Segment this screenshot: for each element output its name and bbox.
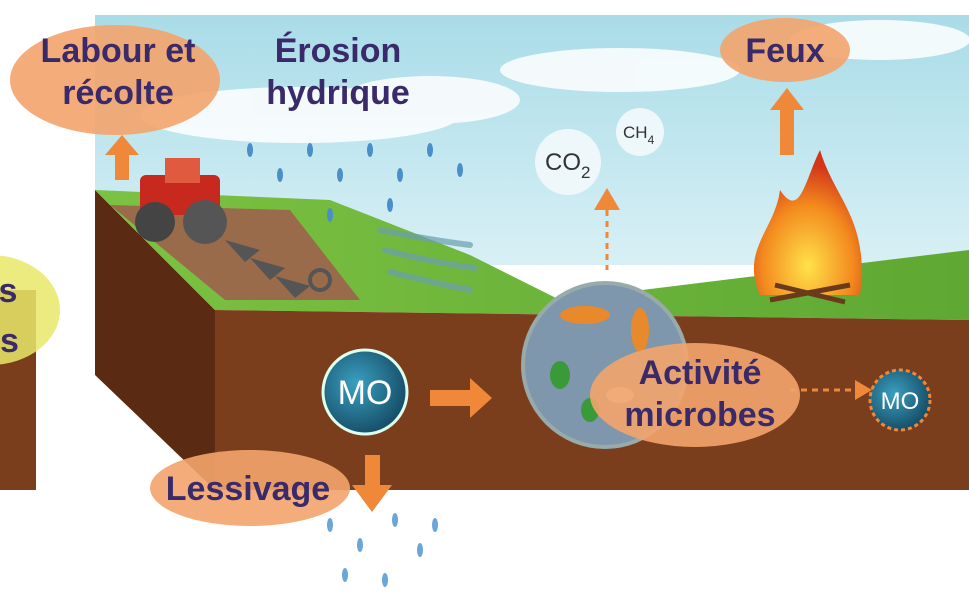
- gas-base: CO: [545, 149, 581, 176]
- erosion-label: Érosion: [275, 32, 402, 70]
- gas-sub: 4: [648, 133, 655, 147]
- leach-drops: [327, 513, 438, 587]
- cut-label: es: [0, 322, 19, 360]
- cut-label: s: [0, 272, 17, 310]
- tillage-label: récolte: [62, 74, 174, 112]
- tillage-label: Labour et: [41, 32, 196, 70]
- mo-label: MO: [338, 374, 393, 412]
- leaching-label: Lessivage: [166, 470, 330, 508]
- mo-out-label: MO: [881, 388, 920, 415]
- gas-base: CH: [623, 123, 648, 142]
- fire-label: Feux: [745, 32, 824, 70]
- microbes-label: microbes: [624, 396, 775, 434]
- erosion-label: hydrique: [266, 74, 410, 112]
- gas-sub: 2: [581, 163, 590, 182]
- diagram: s es: [0, 0, 969, 599]
- microbes-label: Activité: [639, 354, 762, 392]
